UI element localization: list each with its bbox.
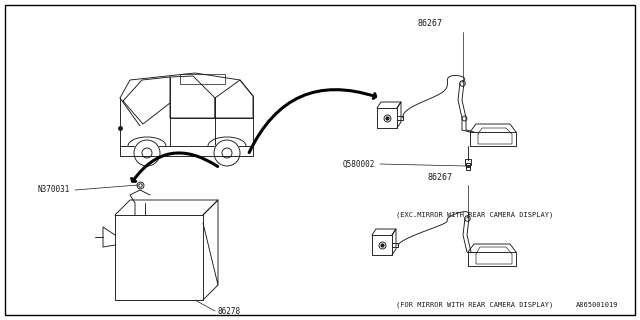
Bar bbox=[180, 74, 225, 84]
Text: A865001019: A865001019 bbox=[575, 302, 618, 308]
Text: 86267: 86267 bbox=[417, 19, 442, 28]
Text: (FOR MIRROR WITH REAR CAMERA DISPLAY): (FOR MIRROR WITH REAR CAMERA DISPLAY) bbox=[396, 302, 554, 308]
Text: 86278: 86278 bbox=[217, 307, 240, 316]
Text: (EXC.MIRROR WITH REAR CAMERA DISPLAY): (EXC.MIRROR WITH REAR CAMERA DISPLAY) bbox=[396, 212, 554, 218]
Circle shape bbox=[214, 140, 240, 166]
Text: Q580002: Q580002 bbox=[342, 159, 375, 169]
Text: 86267: 86267 bbox=[428, 173, 452, 182]
Text: N370031: N370031 bbox=[38, 186, 70, 195]
Circle shape bbox=[134, 140, 160, 166]
